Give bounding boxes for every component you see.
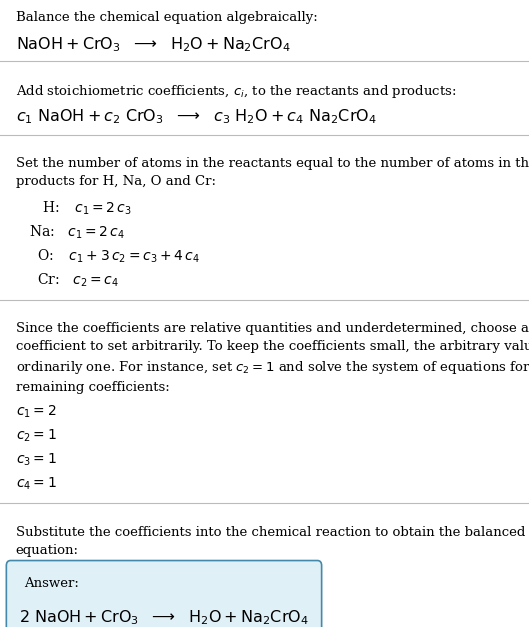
Text: Since the coefficients are relative quantities and underdetermined, choose a
coe: Since the coefficients are relative quan… <box>16 322 529 394</box>
Text: $c_4 = 1$: $c_4 = 1$ <box>16 475 57 492</box>
Text: Cr:$\quad c_2 = c_4$: Cr:$\quad c_2 = c_4$ <box>37 271 119 289</box>
Text: Add stoichiometric coefficients, $c_i$, to the reactants and products:: Add stoichiometric coefficients, $c_i$, … <box>16 83 456 100</box>
Text: $c_1 = 2$: $c_1 = 2$ <box>16 404 57 420</box>
Text: Answer:: Answer: <box>24 577 79 590</box>
Text: Substitute the coefficients into the chemical reaction to obtain the balanced
eq: Substitute the coefficients into the che… <box>16 526 525 557</box>
FancyBboxPatch shape <box>6 561 322 627</box>
Text: $c_2 = 1$: $c_2 = 1$ <box>16 428 57 444</box>
Text: $c_1\ \mathrm{NaOH} + c_2\ \mathrm{CrO_3}\ \ \longrightarrow\ \ c_3\ \mathrm{H_2: $c_1\ \mathrm{NaOH} + c_2\ \mathrm{CrO_3… <box>16 107 377 126</box>
Text: Balance the chemical equation algebraically:: Balance the chemical equation algebraica… <box>16 11 317 24</box>
Text: Set the number of atoms in the reactants equal to the number of atoms in the
pro: Set the number of atoms in the reactants… <box>16 157 529 188</box>
Text: $\mathrm{2\ NaOH + CrO_3\ \ \longrightarrow\ \ H_2O + Na_2CrO_4}$: $\mathrm{2\ NaOH + CrO_3\ \ \longrightar… <box>19 608 309 627</box>
Text: H:$\quad\, c_1 = 2\,c_3$: H:$\quad\, c_1 = 2\,c_3$ <box>42 200 132 218</box>
Text: $c_3 = 1$: $c_3 = 1$ <box>16 451 57 468</box>
Text: Na:$\quad c_1 = 2\,c_4$: Na:$\quad c_1 = 2\,c_4$ <box>29 224 125 241</box>
Text: $\mathrm{NaOH + CrO_3\ \ \longrightarrow\ \ H_2O + Na_2CrO_4}$: $\mathrm{NaOH + CrO_3\ \ \longrightarrow… <box>16 36 290 55</box>
Text: O:$\quad\, c_1 + 3\,c_2 = c_3 + 4\,c_4$: O:$\quad\, c_1 + 3\,c_2 = c_3 + 4\,c_4$ <box>37 248 200 265</box>
